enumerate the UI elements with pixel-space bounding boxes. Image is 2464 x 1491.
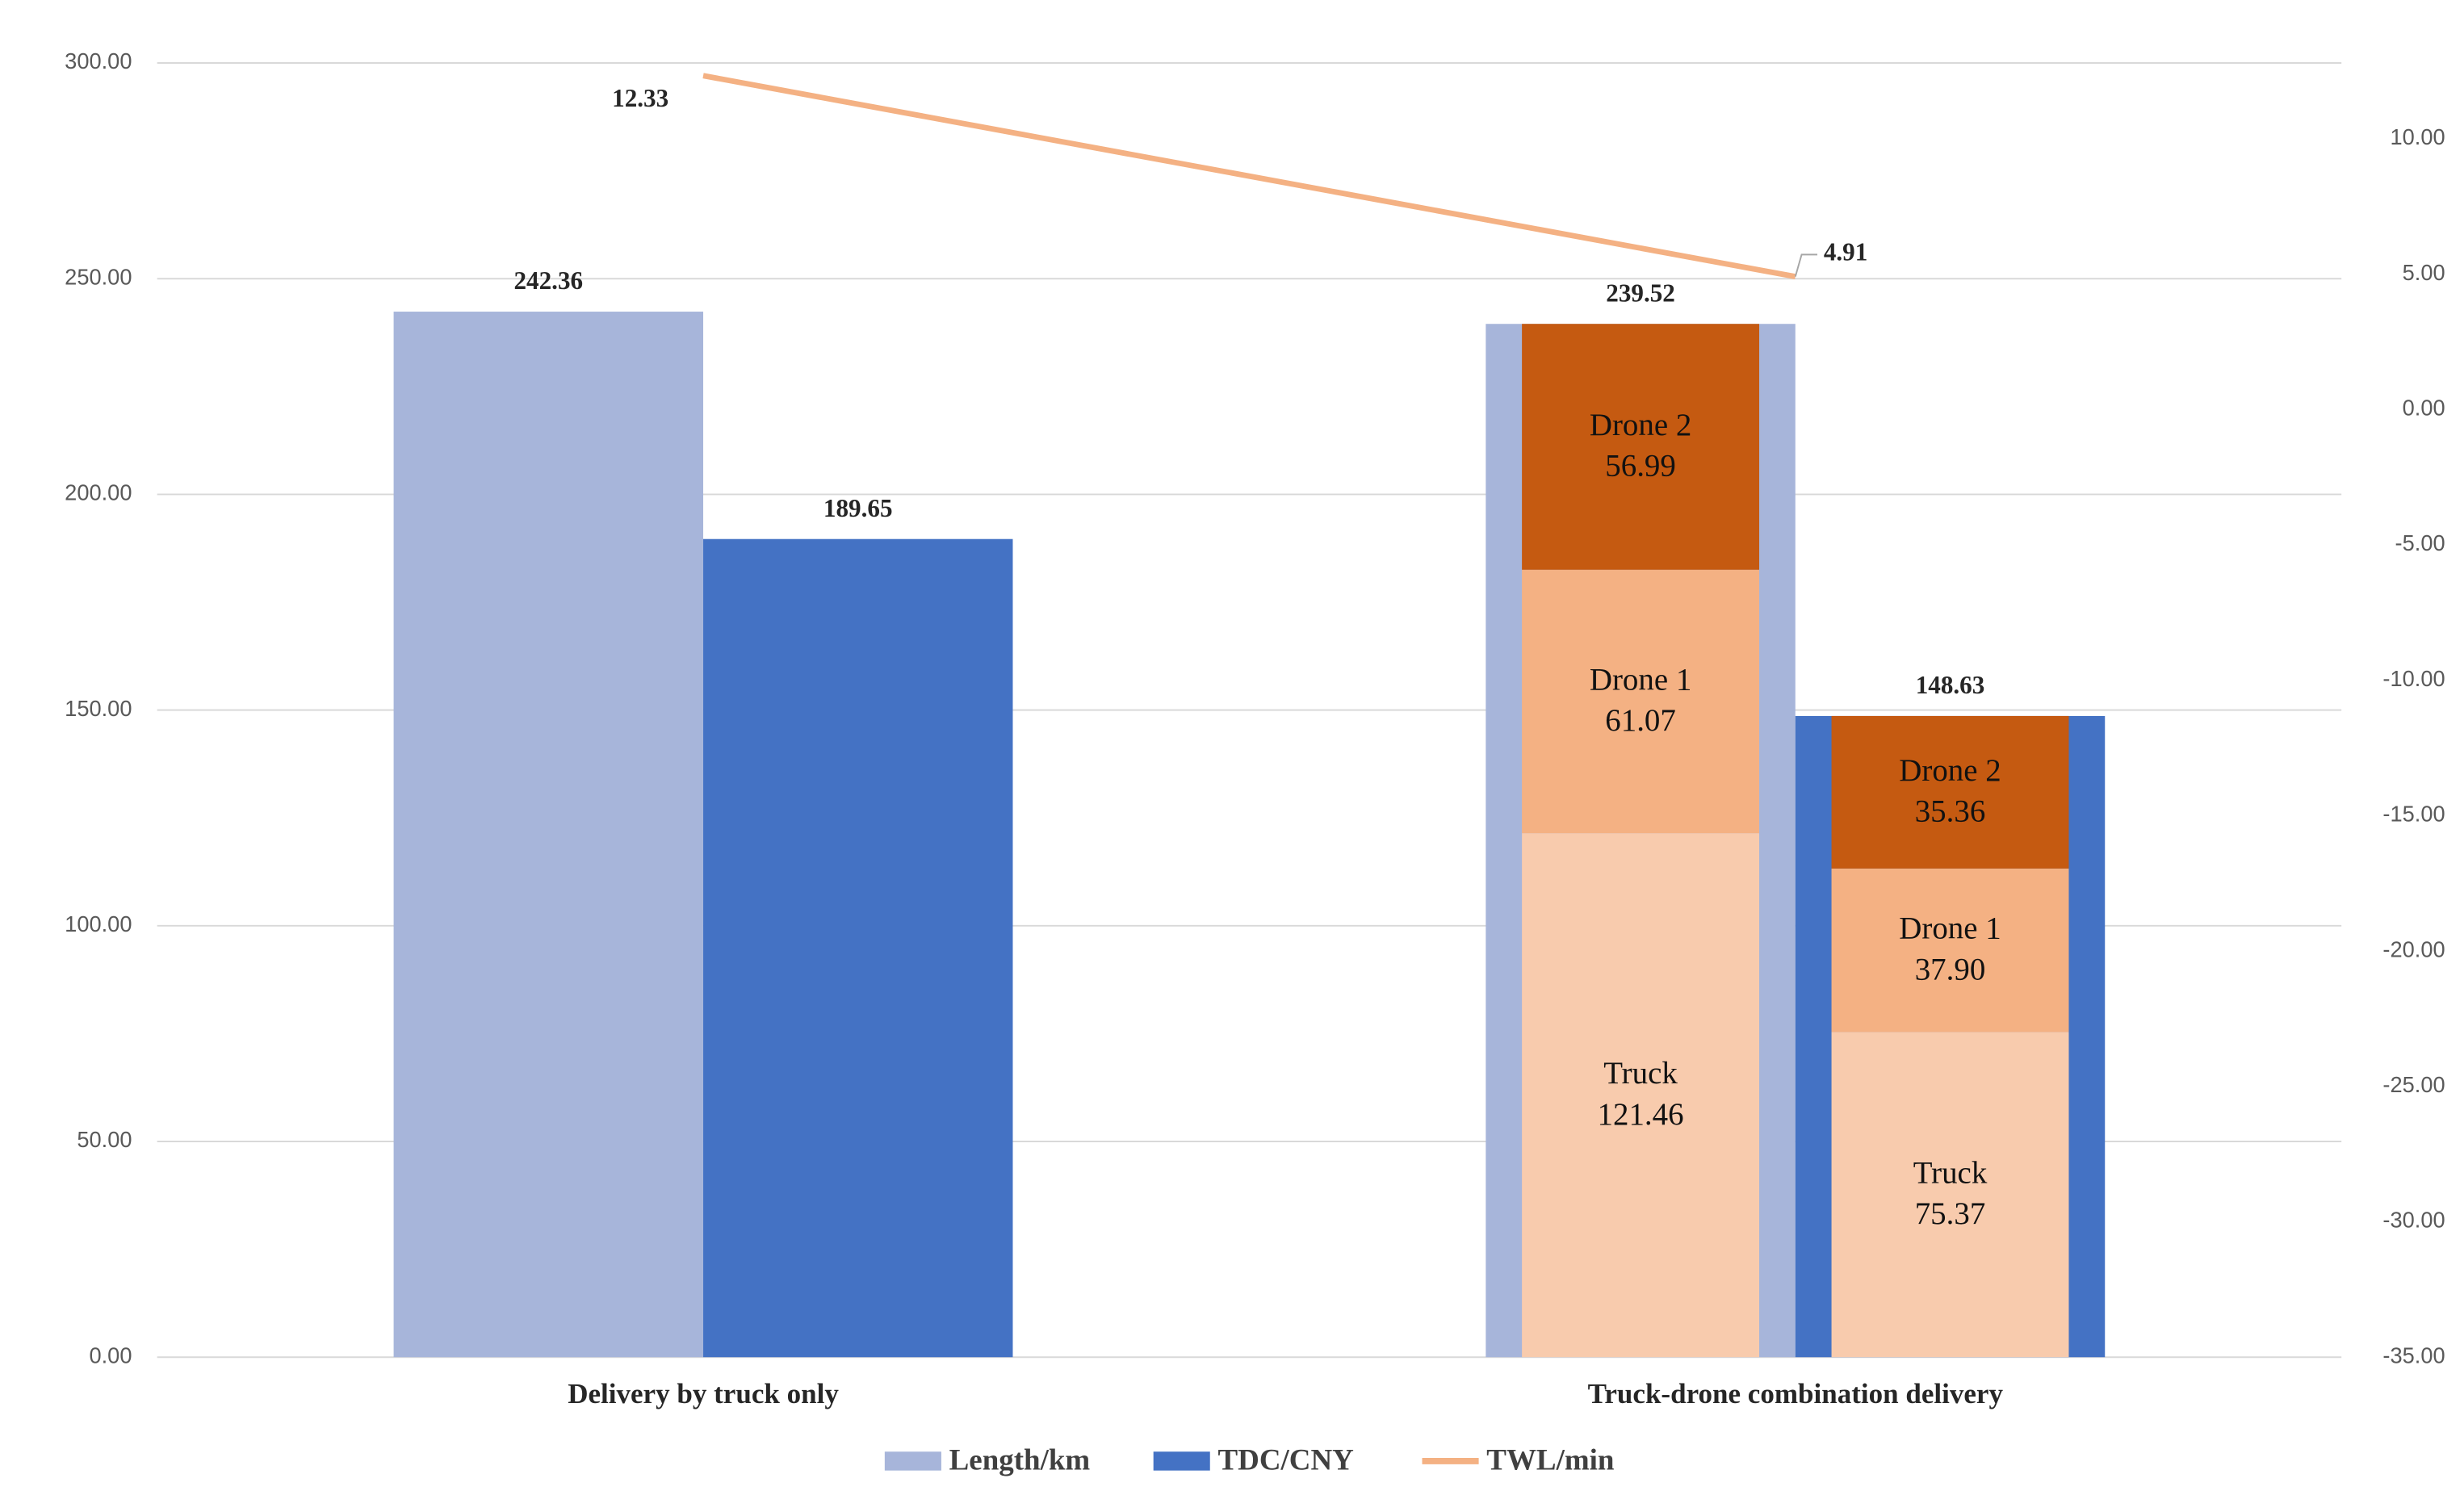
- y-tick-label: 150.00: [65, 696, 132, 721]
- y-tick-label: 0.00: [89, 1342, 132, 1367]
- y-tick-label: 100.00: [65, 911, 132, 936]
- y2-tick-label: -5.00: [2395, 530, 2445, 555]
- y2-tick-label: 5.00: [2403, 260, 2445, 285]
- segment-value: 37.90: [1915, 952, 1986, 986]
- data-label: 242.36: [514, 266, 584, 295]
- y-tick-label: 200.00: [65, 480, 132, 505]
- y2-tick-label: -15.00: [2382, 802, 2445, 827]
- segment-value: 56.99: [1605, 449, 1676, 484]
- line-label: 12.33: [612, 84, 668, 112]
- stack-segment: [1522, 569, 1760, 834]
- x-tick-label: Truck-drone combination delivery: [1588, 1378, 2004, 1409]
- y2-tick-label: -35.00: [2382, 1342, 2445, 1367]
- y2-tick-label: -10.00: [2382, 666, 2445, 691]
- stack-segment: [1522, 324, 1760, 570]
- stack-segment: [1831, 1032, 2069, 1358]
- y-tick-label: 300.00: [65, 48, 132, 73]
- segment-name: Truck: [1913, 1155, 1988, 1190]
- y2-tick-label: -30.00: [2382, 1208, 2445, 1233]
- legend-label: TDC/CNY: [1217, 1443, 1354, 1476]
- data-label: 189.65: [823, 494, 893, 522]
- legend-label: Length/km: [949, 1443, 1091, 1476]
- line: [702, 73, 1796, 280]
- bar: [703, 538, 1013, 1358]
- segment-value: 35.36: [1915, 794, 1986, 829]
- stack-segment: [1831, 868, 2069, 1032]
- stack-segment: [1831, 715, 2069, 869]
- y-tick-label: 50.00: [77, 1127, 132, 1152]
- x-tick-label: Delivery by truck only: [568, 1378, 839, 1409]
- y-tick-label: 250.00: [65, 264, 132, 289]
- stack-segment: [1522, 833, 1760, 1358]
- segment-name: Truck: [1603, 1056, 1678, 1091]
- segment-value: 61.07: [1605, 703, 1676, 738]
- segment-name: Drone 2: [1899, 753, 2001, 788]
- y2-tick-label: -20.00: [2382, 936, 2445, 961]
- legend-swatch: [884, 1451, 941, 1471]
- y2-tick-label: -25.00: [2382, 1072, 2445, 1097]
- segment-name: Drone 2: [1590, 408, 1691, 442]
- segment-value: 121.46: [1598, 1097, 1684, 1132]
- y2-tick-label: 0.00: [2403, 396, 2445, 421]
- data-label: 148.63: [1916, 671, 1985, 699]
- line-label: 4.91: [1824, 237, 1867, 266]
- bar: [393, 312, 704, 1358]
- data-label: 239.52: [1606, 279, 1675, 307]
- segment-name: Drone 1: [1590, 662, 1691, 697]
- y2-tick-label: 10.00: [2390, 124, 2445, 149]
- segment-value: 75.37: [1915, 1196, 1986, 1231]
- segment-name: Drone 1: [1899, 911, 2001, 946]
- legend-label: TWL/min: [1486, 1443, 1615, 1476]
- legend-swatch: [1153, 1451, 1210, 1471]
- leader-line: [1794, 253, 1818, 277]
